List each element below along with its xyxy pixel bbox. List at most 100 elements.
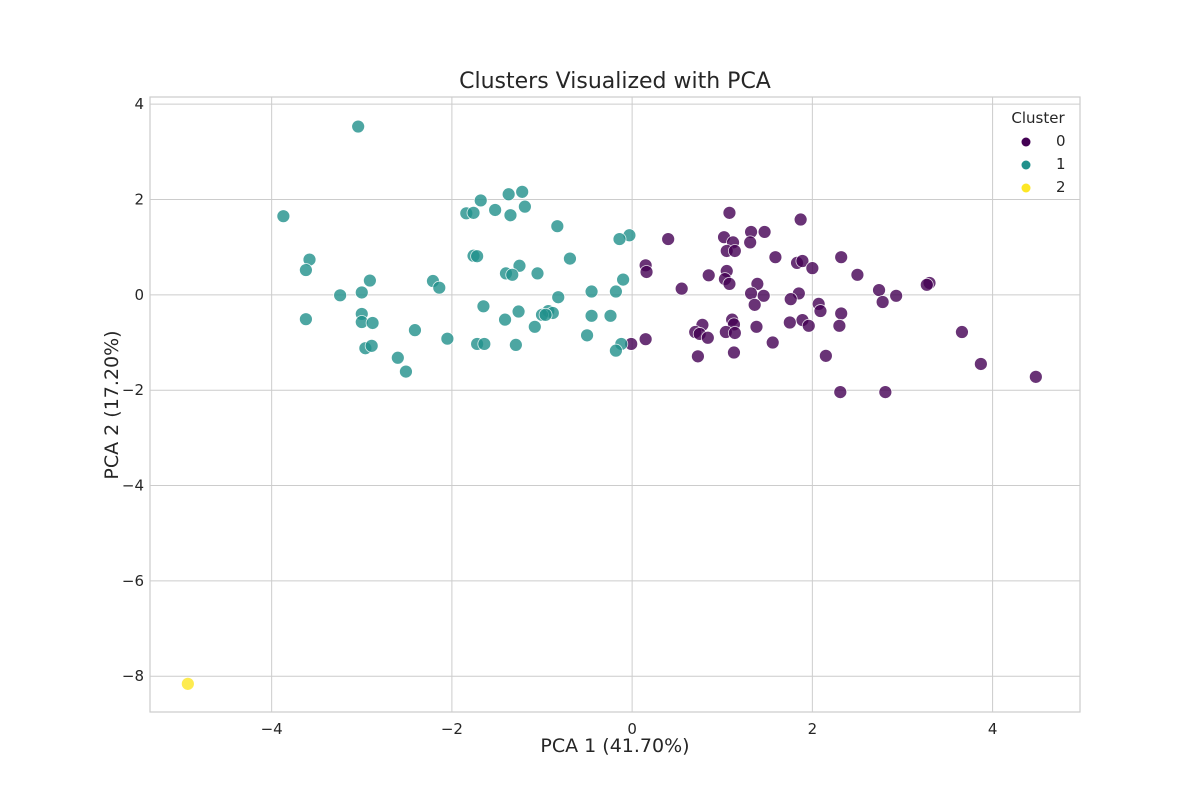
data-point-cluster-0 [744, 286, 758, 301]
data-point-cluster-0 [727, 345, 741, 360]
data-point-cluster-1 [390, 350, 405, 365]
y-tick-label: 2 [134, 191, 144, 209]
data-point-cluster-1 [563, 251, 577, 266]
data-point-cluster-0 [818, 348, 833, 363]
data-point-cluster-2 [180, 676, 195, 691]
data-point-cluster-0 [747, 297, 762, 312]
x-tick-label: 2 [808, 720, 818, 738]
data-point-cluster-1 [408, 323, 422, 338]
data-point-cluster-0 [805, 261, 820, 276]
data-point-cluster-1 [333, 288, 348, 303]
data-point-cluster-0 [875, 295, 890, 309]
data-point-cluster-1 [362, 273, 377, 288]
x-tick-label: 4 [988, 720, 998, 738]
data-point-cluster-1 [538, 307, 553, 322]
data-point-cluster-1 [609, 284, 623, 299]
y-tick-label: −2 [122, 381, 144, 399]
data-point-cluster-0 [889, 288, 904, 303]
data-point-cluster-1 [612, 232, 627, 246]
data-point-cluster-1 [299, 263, 313, 277]
data-point-cluster-1 [476, 299, 491, 314]
data-point-cluster-1 [508, 338, 523, 352]
data-point-cluster-1 [517, 199, 532, 214]
data-point-cluster-0 [727, 326, 742, 340]
data-point-cluster-0 [955, 325, 969, 339]
data-point-cluster-1 [399, 364, 413, 379]
data-point-cluster-0 [833, 385, 848, 400]
data-point-cluster-0 [783, 292, 798, 307]
legend-label-0: 0 [1056, 132, 1066, 150]
y-tick-label: 4 [134, 95, 144, 113]
data-point-cluster-1 [503, 208, 518, 223]
data-point-cluster-1 [515, 184, 530, 199]
data-point-cluster-0 [872, 283, 886, 297]
data-point-cluster-1 [584, 308, 599, 323]
data-point-cluster-1 [351, 119, 366, 134]
data-point-cluster-1 [470, 249, 485, 264]
y-tick-label: −4 [122, 477, 144, 495]
data-point-cluster-1 [440, 331, 455, 346]
data-point-cluster-1 [616, 272, 631, 287]
data-point-cluster-0 [757, 225, 772, 239]
data-point-cluster-1 [584, 284, 599, 299]
legend-label-2: 2 [1056, 178, 1066, 196]
data-point-cluster-0 [765, 335, 780, 350]
data-point-cluster-0 [722, 205, 737, 220]
data-point-cluster-0 [834, 306, 849, 321]
data-point-cluster-0 [973, 357, 988, 371]
data-point-cluster-0 [750, 276, 765, 291]
data-point-cluster-0 [782, 315, 797, 330]
data-point-cluster-0 [661, 232, 676, 246]
grid [150, 97, 1080, 712]
data-point-cluster-0 [834, 250, 849, 265]
data-point-cluster-1 [498, 312, 512, 327]
x-tick-label: −2 [441, 720, 463, 738]
legend: Cluster 0 1 2 [1011, 109, 1065, 196]
data-point-cluster-1 [530, 266, 545, 281]
data-point-cluster-1 [466, 205, 481, 220]
data-point-cluster-1 [527, 319, 542, 334]
data-point-cluster-1 [473, 193, 488, 208]
data-point-cluster-0 [850, 267, 865, 282]
data-point-cluster-0 [878, 385, 893, 400]
data-point-cluster-0 [756, 288, 771, 303]
chart-title: Clusters Visualized with PCA [459, 69, 771, 94]
data-point-cluster-1 [580, 328, 594, 343]
legend-marker-1 [1021, 160, 1031, 170]
data-point-cluster-0 [722, 276, 737, 291]
legend-title: Cluster [1011, 109, 1065, 127]
data-points [180, 119, 1043, 691]
data-point-cluster-1 [276, 209, 291, 224]
data-point-cluster-0 [674, 281, 689, 296]
data-point-cluster-0 [768, 250, 783, 265]
data-point-cluster-1 [505, 267, 520, 282]
data-point-cluster-0 [743, 235, 758, 250]
y-tick-label: −8 [122, 667, 144, 685]
x-tick-label: 0 [627, 720, 637, 738]
legend-label-1: 1 [1056, 155, 1066, 173]
data-point-cluster-1 [550, 219, 565, 234]
data-point-cluster-1 [432, 280, 447, 295]
y-axis-label: PCA 2 (17.20%) [101, 330, 123, 479]
data-point-cluster-0 [919, 277, 934, 292]
y-ticks: −8 −6 −4 −2 0 2 4 [122, 95, 144, 685]
data-point-cluster-0 [727, 244, 742, 258]
data-point-cluster-1 [603, 308, 618, 323]
data-point-cluster-1 [501, 187, 516, 202]
data-point-cluster-0 [691, 349, 705, 364]
y-tick-label: −6 [122, 572, 144, 590]
x-ticks: −4 −2 0 2 4 [261, 720, 998, 738]
data-point-cluster-1 [299, 312, 313, 327]
data-point-cluster-0 [638, 332, 653, 347]
x-tick-label: −4 [261, 720, 283, 738]
data-point-cluster-1 [354, 285, 369, 300]
data-point-cluster-1 [512, 258, 527, 273]
data-point-cluster-0 [1028, 369, 1043, 384]
data-point-cluster-1 [609, 343, 623, 358]
data-point-cluster-0 [801, 318, 816, 333]
legend-marker-2 [1021, 183, 1031, 193]
data-point-cluster-1 [488, 203, 503, 217]
data-point-cluster-0 [700, 330, 715, 345]
x-axis-label: PCA 1 (41.70%) [540, 735, 689, 757]
